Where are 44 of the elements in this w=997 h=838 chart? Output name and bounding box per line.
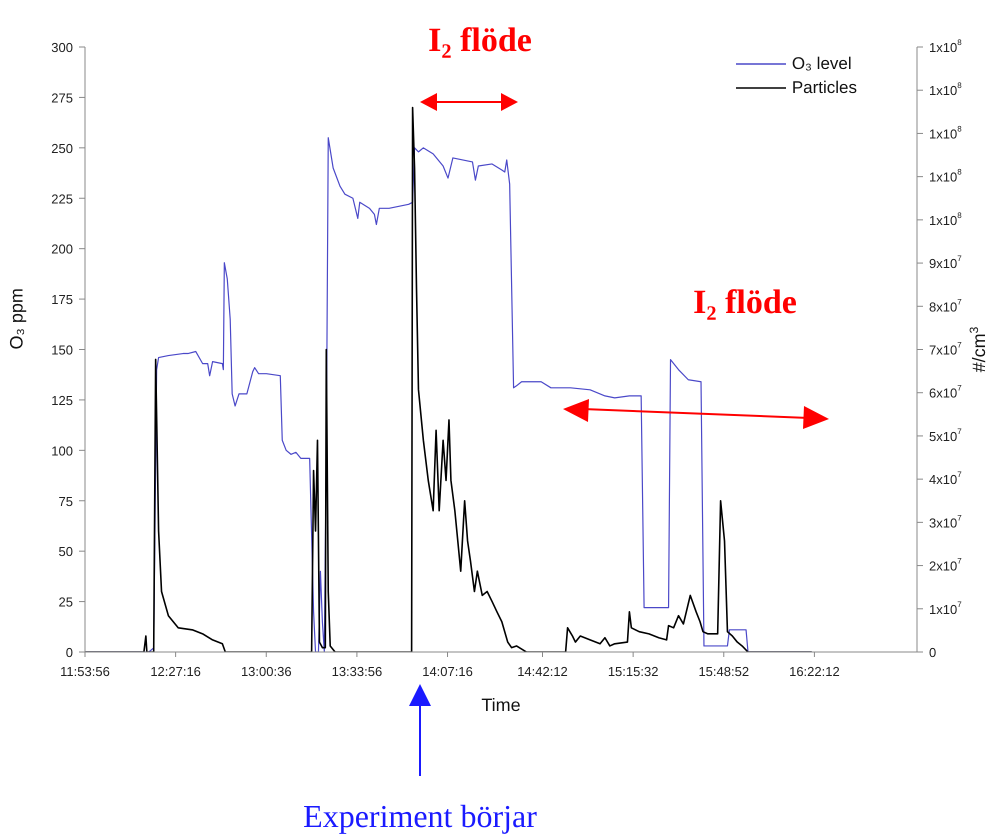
y-tick-label: 225 <box>51 190 73 206</box>
x-tick-label: 15:15:32 <box>608 664 658 678</box>
y2-tick-label: 5x10$^{7}$ <box>929 426 962 444</box>
y2-tick-label: 0 <box>929 644 936 660</box>
x-tick-label: 11:53:56 <box>60 664 110 678</box>
y2-tick-label: 1x10$^{8}$ <box>929 81 962 98</box>
y2-tick-label: 1x10$^{7}$ <box>929 600 962 616</box>
y-tick-label: 125 <box>51 392 73 408</box>
y2-tick-label: 1x10$^{8}$ <box>929 38 962 54</box>
y-tick-label: 0 <box>66 644 73 660</box>
y2-tick-label: 1x10$^{8}$ <box>929 124 962 141</box>
y2-tick-label: 7x10$^{7}$ <box>929 340 962 357</box>
y2-tick-label: 3x10$^{7}$ <box>929 513 962 530</box>
y2-tick-label: 4x10$^{7}$ <box>929 470 962 487</box>
y2-tick-label: 6x10$^{7}$ <box>929 384 962 400</box>
y-tick-label: 50 <box>58 544 73 559</box>
x-tick-label: 15:48:52 <box>698 664 750 678</box>
x-tick-label: 12:27:16 <box>150 664 201 678</box>
x-tick-label: 14:42:12 <box>517 664 568 678</box>
y-tick-label: 275 <box>51 90 73 105</box>
legend-label: Particles <box>792 78 857 98</box>
x-axis-title: Time <box>481 694 521 715</box>
y-tick-label: 75 <box>58 493 73 508</box>
y-axis-title: O₃ ppm <box>6 288 26 350</box>
y2-tick-label: 2x10$^{7}$ <box>929 556 962 574</box>
y2-tick-label: 1x10$^{8}$ <box>929 168 962 184</box>
y-tick-label: 300 <box>51 40 73 54</box>
x-tick-label: 13:00:36 <box>240 664 292 678</box>
y-tick-label: 175 <box>51 292 73 307</box>
y-tick-label: 250 <box>51 140 73 156</box>
y2-tick-label: 8x10$^{7}$ <box>929 297 962 314</box>
x-tick-label: 16:22:12 <box>789 664 840 678</box>
x-tick-label: 13:33:56 <box>332 664 382 678</box>
y-tick-label: 100 <box>51 442 73 458</box>
annotation: I₂ flöde <box>427 22 533 60</box>
text: Experiment börjar <box>302 798 538 835</box>
y-tick-label: 200 <box>51 241 73 256</box>
y2-tick-label: 1x10$^{8}$ <box>929 210 962 228</box>
legend-label: O₃ level <box>792 54 852 74</box>
annotation: I₂ flöde <box>692 284 798 322</box>
y-tick-label: 25 <box>58 594 73 610</box>
y-tick-label: 150 <box>51 342 73 357</box>
y2-tick-label: 9x10$^{7}$ <box>929 254 962 271</box>
x-tick-label: 14:07:16 <box>422 664 473 678</box>
